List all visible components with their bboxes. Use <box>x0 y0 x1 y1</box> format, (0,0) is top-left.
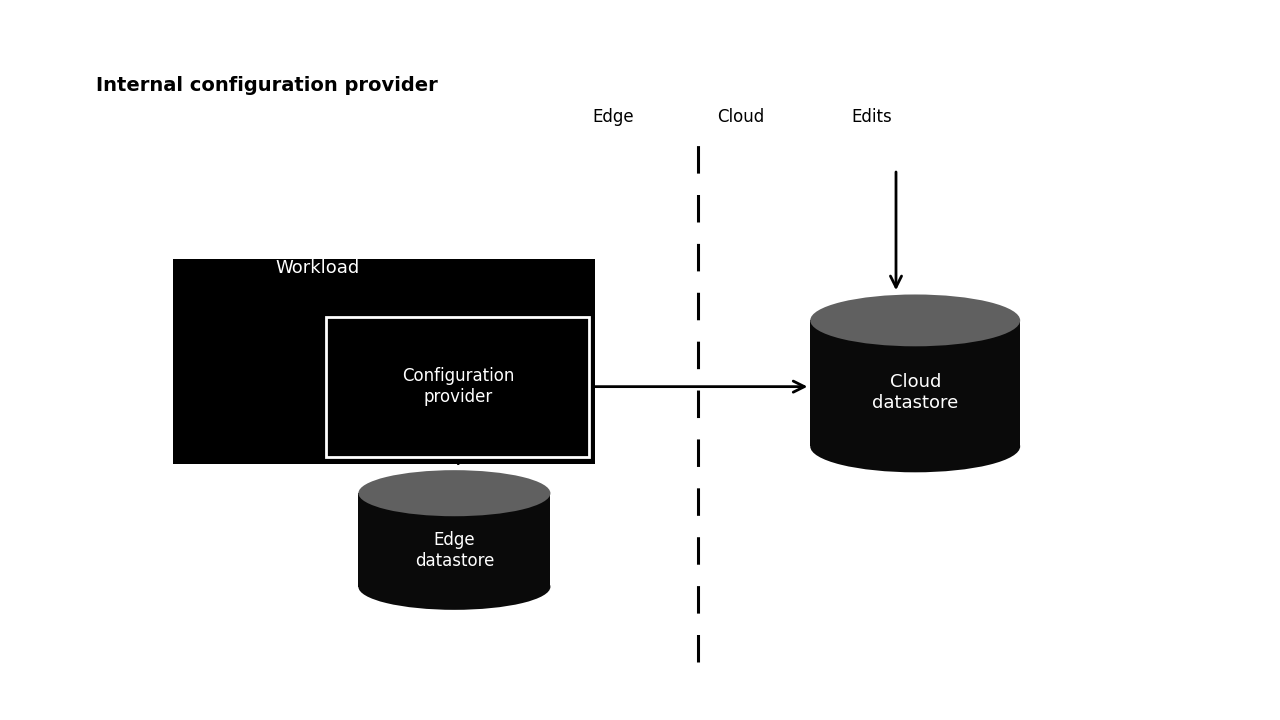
Bar <box>358 493 550 587</box>
Text: Edits: Edits <box>851 108 892 126</box>
Text: Internal configuration provider: Internal configuration provider <box>96 76 438 94</box>
Text: Cloud
datastore: Cloud datastore <box>872 373 959 412</box>
Ellipse shape <box>810 420 1020 472</box>
Text: Workload: Workload <box>275 259 360 277</box>
Text: Configuration
provider: Configuration provider <box>402 367 515 406</box>
Text: Cloud: Cloud <box>717 108 764 126</box>
Bar <box>326 317 589 457</box>
Bar <box>810 320 1020 446</box>
Text: Edge: Edge <box>591 108 634 126</box>
Ellipse shape <box>358 470 550 516</box>
Text: Edge
datastore: Edge datastore <box>415 531 494 570</box>
Bar <box>173 259 595 464</box>
Ellipse shape <box>358 564 550 610</box>
Ellipse shape <box>810 294 1020 346</box>
